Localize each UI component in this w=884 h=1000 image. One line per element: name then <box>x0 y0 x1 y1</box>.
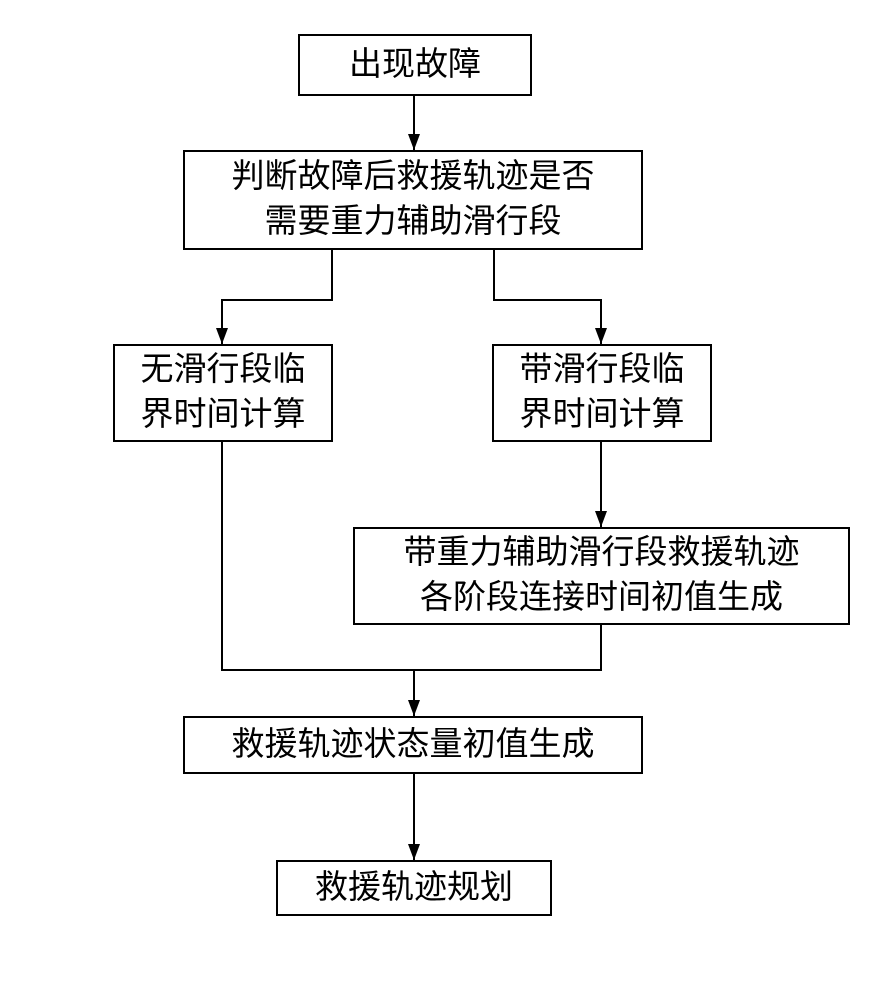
flow-edge-1 <box>222 250 332 344</box>
flow-edge-5 <box>414 625 601 670</box>
arrowhead-icon <box>408 844 420 860</box>
arrowhead-icon <box>595 511 607 527</box>
flow-edge-4 <box>222 442 414 670</box>
flow-edges <box>0 0 884 1000</box>
arrowhead-icon <box>408 134 420 150</box>
arrowhead-icon <box>216 328 228 344</box>
flow-edge-2 <box>494 250 601 344</box>
arrowhead-icon <box>595 328 607 344</box>
arrowhead-icon <box>408 700 420 716</box>
